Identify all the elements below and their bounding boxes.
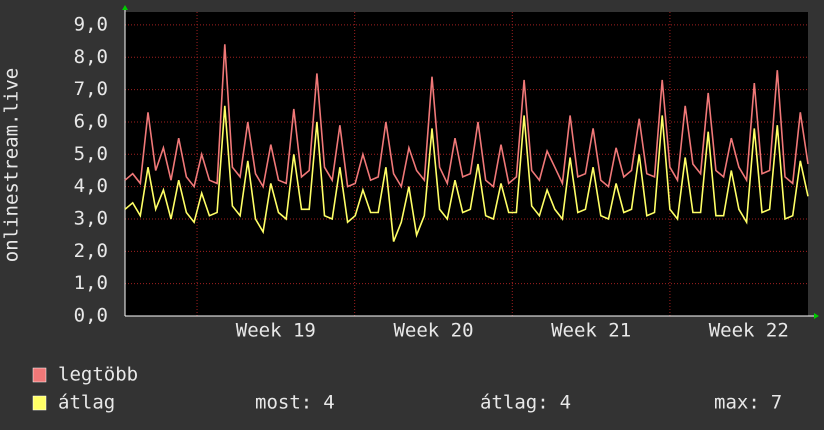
y-tick-label: 3,0 — [74, 207, 108, 229]
legend-label: átlag — [58, 392, 115, 414]
y-tick-label: 0,0 — [74, 305, 108, 327]
axis-arrow — [122, 5, 128, 10]
legend-swatch — [32, 395, 47, 411]
data-line — [124, 105, 809, 242]
y-axis-label: onlinestream.live — [1, 68, 23, 262]
y-tick-label: 5,0 — [74, 143, 108, 165]
summary-value: 4 — [323, 392, 334, 414]
y-tick-label: 7,0 — [74, 78, 108, 100]
x-tick-label: Week 20 — [393, 320, 473, 342]
y-tick-label: 6,0 — [74, 110, 108, 132]
x-tick-label: Week 19 — [236, 320, 316, 342]
y-tick-label: 4,0 — [74, 175, 108, 197]
summary-label: átlag: — [480, 392, 549, 414]
summary-label: most: — [255, 392, 312, 414]
summary-value: 7 — [771, 392, 782, 414]
y-tick-label: 1,0 — [74, 272, 108, 294]
legend-swatch — [32, 367, 47, 383]
data-line — [124, 44, 809, 189]
y-tick-label: 9,0 — [74, 13, 108, 35]
x-tick-label: Week 22 — [709, 320, 789, 342]
y-tick-label: 8,0 — [74, 46, 108, 68]
plot-area — [125, 12, 808, 316]
summary-value: 4 — [560, 392, 571, 414]
axis-arrow — [814, 313, 819, 319]
legend-label: legtöbb — [58, 364, 138, 386]
summary-label: max: — [714, 392, 760, 414]
x-tick-label: Week 21 — [551, 320, 631, 342]
y-tick-label: 2,0 — [74, 240, 108, 262]
